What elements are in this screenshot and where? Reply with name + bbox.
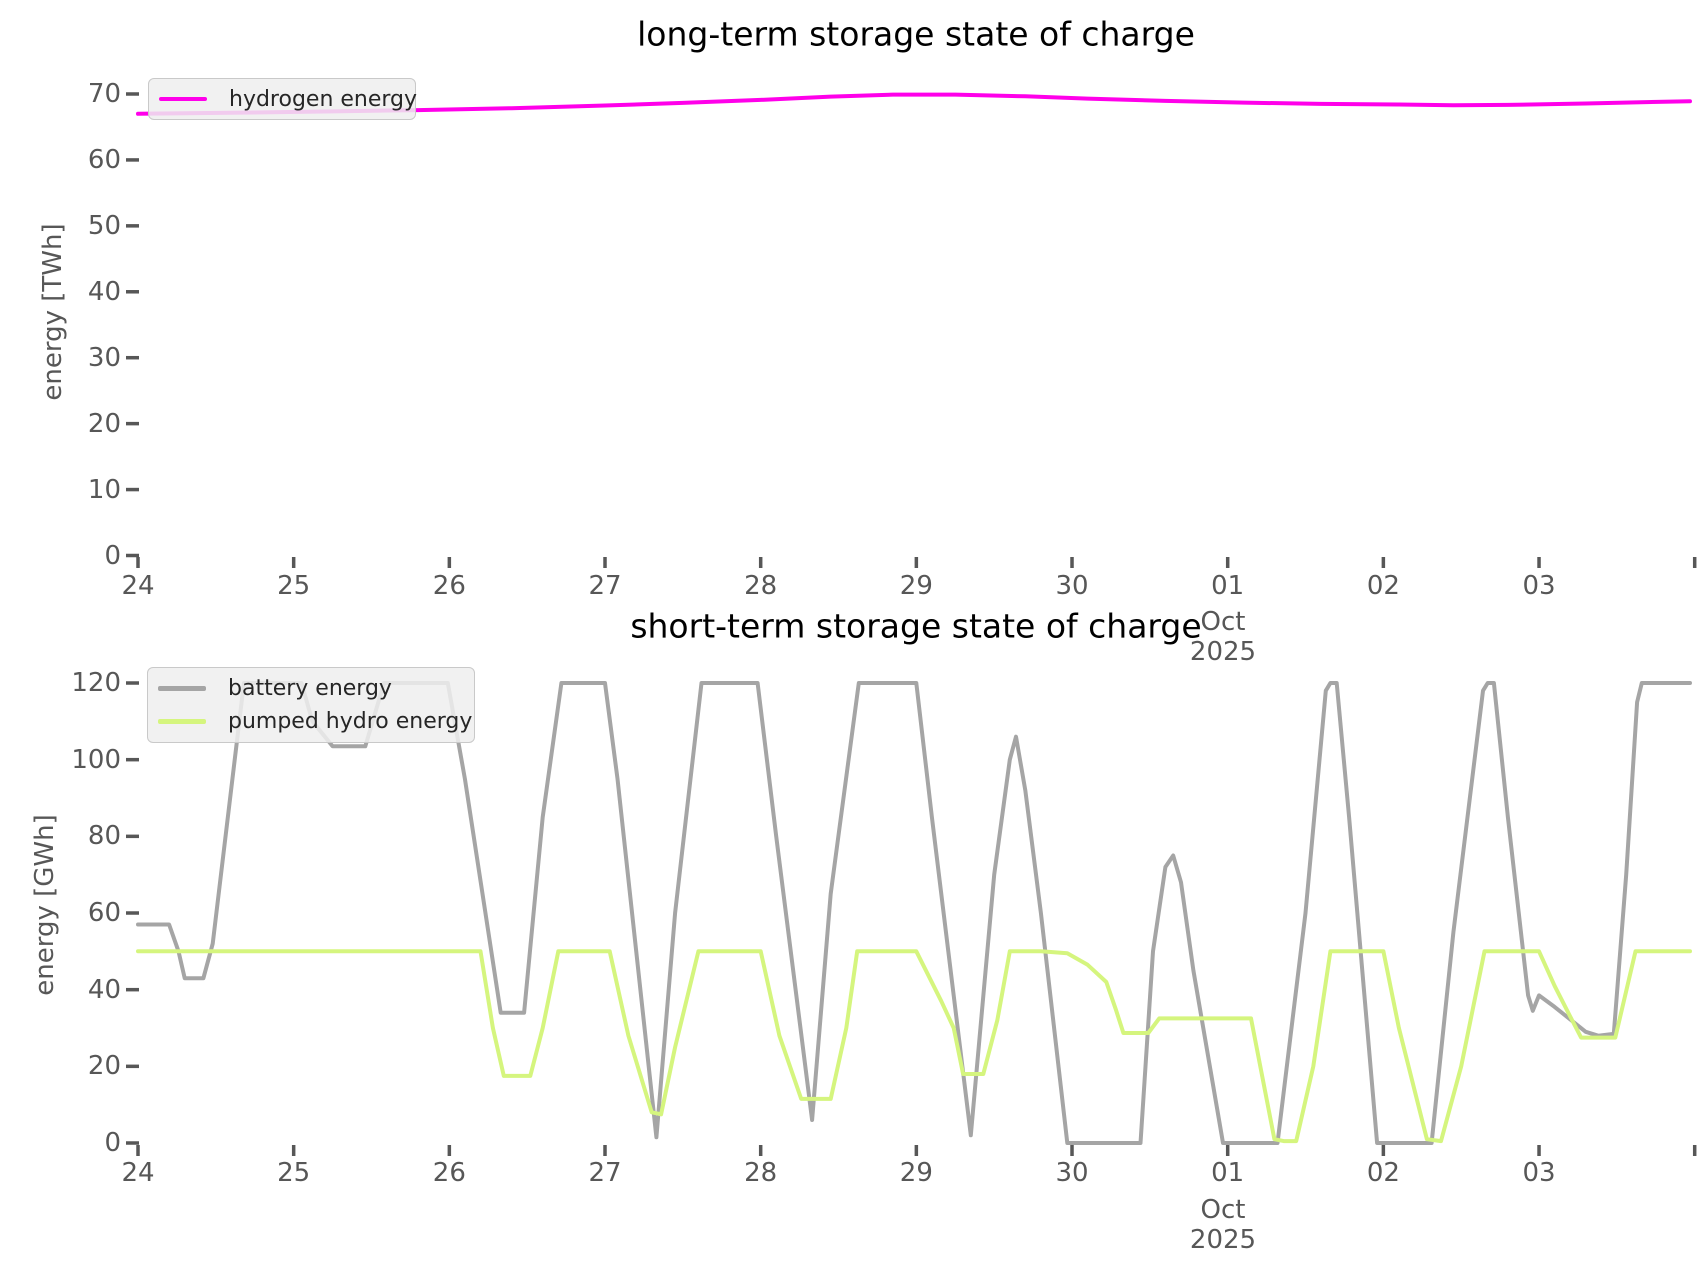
x-tick-label: 03 — [1522, 571, 1556, 601]
y-tick-label: 80 — [87, 821, 121, 852]
x-tick-label: 02 — [1366, 1158, 1400, 1188]
hydrogen-line — [136, 92, 1692, 116]
top-chart-tick-marks — [126, 92, 1697, 568]
x-tick-label: 29 — [899, 571, 933, 601]
x-tick-label: 27 — [588, 571, 622, 601]
top-chart-y-axis-label: energy [TWh] — [38, 223, 68, 401]
y-tick-label: 0 — [104, 540, 121, 571]
legend-label-battery: battery energy — [228, 676, 392, 701]
top-chart-title: long-term storage state of charge — [637, 14, 1195, 54]
y-tick-label: 20 — [87, 408, 121, 439]
y-tick-label: 40 — [87, 974, 121, 1005]
legend-item-battery: battery energy — [158, 672, 464, 705]
x-tick-label: 02 — [1366, 571, 1400, 601]
bottom-xaxis-month-annotation: Oct — [1200, 1195, 1246, 1225]
hydrogen-energy-line — [136, 92, 1692, 116]
y-tick-label: 20 — [87, 1051, 121, 1082]
x-tick-label: 26 — [432, 1158, 466, 1188]
top-xaxis-year-annotation: 2025 — [1189, 637, 1257, 667]
pumped-hydro-line-swatch — [158, 719, 206, 724]
bottom-chart-legend: battery energy pumped hydro energy — [147, 667, 475, 743]
x-tick-label: 28 — [744, 571, 778, 601]
legend-item-hydrogen: hydrogen energy — [159, 83, 417, 115]
y-tick-label: 120 — [71, 668, 121, 698]
x-tick-label: 26 — [432, 571, 466, 601]
y-tick-label: 60 — [87, 898, 121, 928]
bottom-chart-y-axis-label: energy [GWh] — [30, 814, 60, 996]
x-tick-label: 24 — [121, 571, 155, 601]
y-tick-label: 40 — [87, 276, 121, 307]
y-tick-label: 10 — [87, 474, 121, 505]
x-tick-label: 01 — [1211, 1158, 1245, 1188]
y-tick-label: 70 — [87, 78, 121, 109]
battery-line-swatch — [158, 686, 206, 691]
y-tick-label: 100 — [71, 744, 121, 775]
x-tick-label: 29 — [899, 1158, 933, 1188]
y-tick-label: 0 — [104, 1128, 121, 1158]
y-tick-label: 60 — [87, 144, 121, 175]
x-tick-label: 27 — [588, 1158, 622, 1188]
y-tick-label: 50 — [87, 210, 121, 241]
bottom-xaxis-year-annotation: 2025 — [1189, 1225, 1257, 1255]
legend-label-pumped-hydro: pumped hydro energy — [228, 709, 473, 734]
x-tick-label: 28 — [744, 1158, 778, 1188]
x-tick-label: 01 — [1211, 571, 1245, 601]
legend-item-pumped-hydro: pumped hydro energy — [158, 705, 472, 738]
legend-label-hydrogen: hydrogen energy — [229, 86, 418, 112]
x-tick-label: 03 — [1522, 1158, 1556, 1188]
x-tick-label: 30 — [1055, 1158, 1089, 1188]
top-xaxis-month-annotation: Oct — [1200, 607, 1246, 637]
bottom-chart-title: short-term storage state of charge — [630, 606, 1202, 646]
x-tick-label: 25 — [277, 1158, 311, 1188]
x-tick-label: 24 — [121, 1158, 155, 1188]
x-tick-label: 25 — [277, 571, 311, 601]
hydrogen-line-swatch — [159, 96, 207, 102]
top-chart-legend: hydrogen energy — [148, 78, 417, 120]
y-tick-label: 30 — [87, 342, 121, 373]
battery-and-pumped-hydro-lines — [136, 681, 1692, 1145]
pumped-hydro-energy-line — [136, 949, 1692, 1144]
bottom-chart-tick-marks — [126, 681, 1697, 1156]
x-tick-label: 30 — [1055, 571, 1089, 601]
